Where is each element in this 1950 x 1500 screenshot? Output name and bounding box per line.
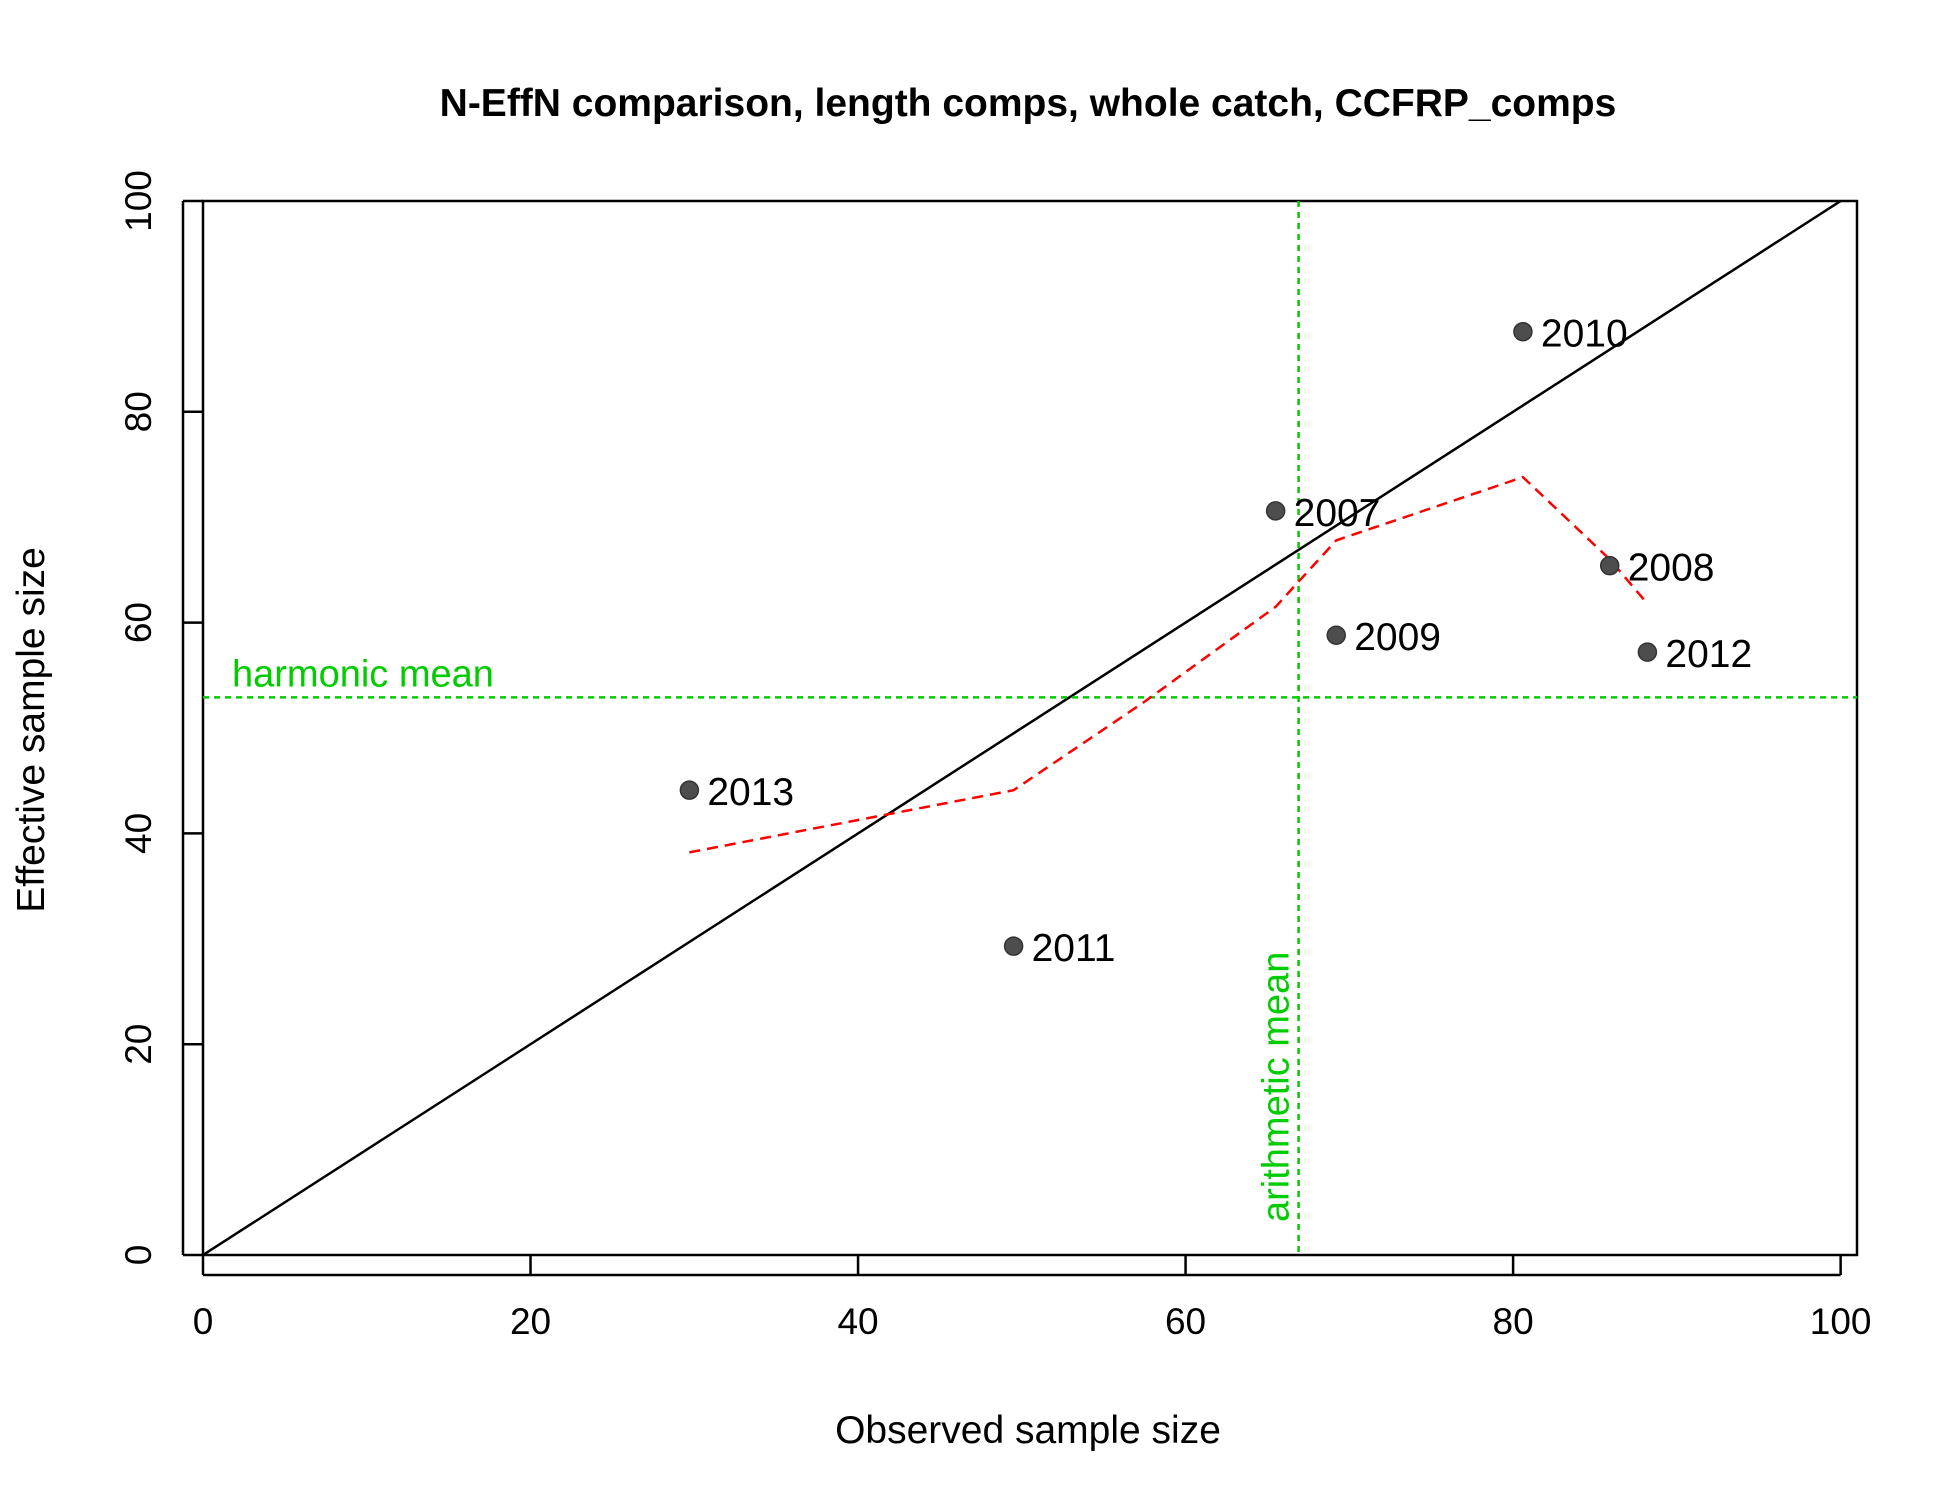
data-point-label: 2013: [707, 771, 794, 814]
data-point: [679, 780, 700, 800]
y-tick-label: 20: [118, 1024, 159, 1065]
x-tick-label: 100: [1810, 1301, 1872, 1342]
y-axis-label: Effective sample size: [10, 547, 53, 913]
data-point: [1326, 625, 1346, 645]
x-tick-label: 40: [837, 1301, 878, 1342]
smoother-line: [689, 475, 1649, 854]
x-axis-label: Observed sample size: [835, 1409, 1221, 1452]
x-tick-label: 60: [1165, 1301, 1206, 1342]
data-point: [1003, 936, 1024, 956]
data-point: [1513, 321, 1533, 342]
data-point-label: 2007: [1294, 492, 1381, 535]
data-point-label: 2009: [1354, 616, 1441, 659]
x-tick-label: 80: [1493, 1301, 1534, 1342]
one-to-one-line: [203, 201, 1843, 1255]
data-point-label: 2010: [1541, 313, 1628, 356]
data-point-label: 2008: [1628, 547, 1715, 590]
x-tick-label: 0: [193, 1301, 214, 1342]
plot-frame: [201, 199, 1859, 1257]
harmonic-mean-label: harmonic mean: [232, 653, 494, 695]
data-point: [1599, 555, 1620, 576]
y-tick-label: 100: [118, 170, 159, 232]
x-tick-label: 20: [510, 1301, 551, 1342]
data-point-label: 2011: [1032, 927, 1116, 970]
y-tick-label: 40: [118, 813, 159, 854]
y-tick-label: 80: [118, 391, 159, 432]
plot-area: 0 20 40 60 80 100 0 20 40 60 80 100 harmonic mean ari…: [118, 170, 1871, 1342]
y-tick-label: 0: [118, 1245, 159, 1266]
data-point: [1265, 501, 1286, 521]
chart-title: N-EffN comparison, length comps, whole c…: [440, 82, 1617, 125]
y-tick-label: 60: [118, 602, 159, 643]
arithmetic-mean-label: arithmetic mean: [1256, 952, 1298, 1222]
data-point: [1637, 642, 1658, 662]
data-point-label: 2012: [1665, 633, 1752, 676]
